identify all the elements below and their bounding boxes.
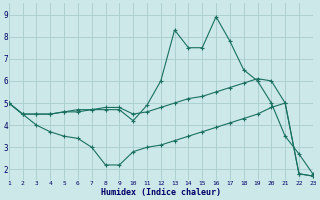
X-axis label: Humidex (Indice chaleur): Humidex (Indice chaleur) <box>101 188 221 197</box>
